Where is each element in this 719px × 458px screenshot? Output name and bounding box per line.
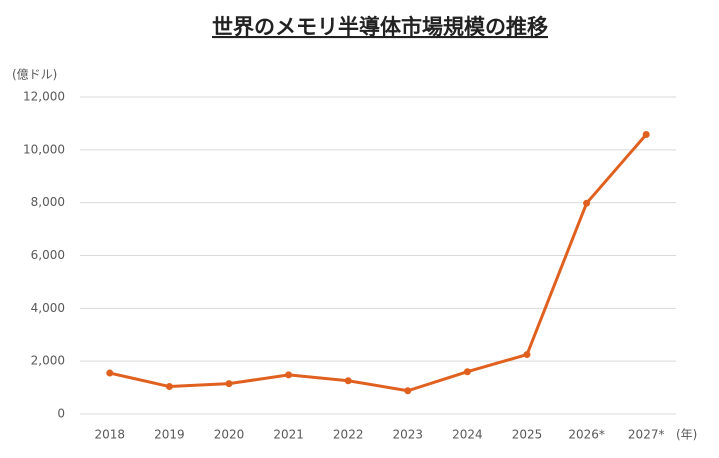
y-tick-label: 8,000 (31, 195, 65, 209)
y-tick-label: 4,000 (31, 301, 65, 315)
line (109, 133, 648, 393)
point (165, 383, 173, 391)
y-tick-label: 12,000 (23, 90, 65, 104)
x-axis-label: (年) (676, 428, 697, 442)
x-tick-label: 2018 (95, 428, 126, 442)
point (106, 369, 114, 377)
point (344, 377, 352, 385)
point (285, 371, 293, 379)
x-tick-label: 2025 (512, 428, 543, 442)
x-tick-label: 2020 (214, 428, 245, 442)
point (642, 131, 650, 139)
x-tick-label: 2021 (273, 428, 304, 442)
point (225, 380, 233, 388)
y-tick-label: 6,000 (31, 248, 65, 262)
x-tick-label: 2026* (568, 428, 605, 442)
y-tick-label: 0 (57, 407, 65, 421)
point (404, 387, 412, 395)
x-tick-label: 2027* (628, 428, 665, 442)
y-tick-label: 10,000 (23, 142, 65, 156)
point (583, 199, 591, 207)
y-tick-label: 2,000 (31, 354, 65, 368)
chart-title: 世界のメモリ半導体市場規模の推移 (212, 15, 548, 39)
x-tick-label: 2023 (393, 428, 424, 442)
x-tick-label: 2022 (333, 428, 364, 442)
x-tick-label: 2019 (154, 428, 185, 442)
point (463, 368, 471, 376)
x-tick-label: 2024 (452, 428, 483, 442)
y-axis-label: (億ドル) (12, 68, 57, 82)
point (523, 351, 531, 359)
